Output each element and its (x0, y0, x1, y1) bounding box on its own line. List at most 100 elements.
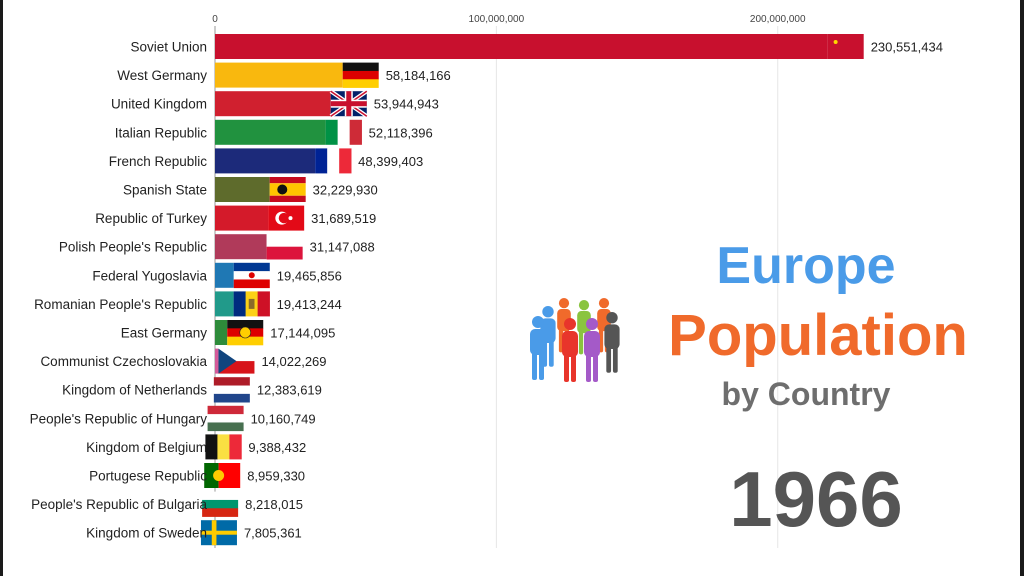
chart-title-block: Europe Population by Country 1966 (620, 230, 1000, 543)
bar-row (215, 177, 306, 202)
labels: Soviet Union 230,551,434 West Germany 58,18… (30, 40, 943, 541)
bar-row (202, 491, 239, 517)
category-label: People's Republic of Bulgaria (31, 497, 207, 512)
bar-row (215, 62, 379, 88)
flag-icon (342, 62, 379, 88)
value-label: 14,022,269 (261, 354, 326, 369)
flag-icon (315, 148, 352, 174)
value-label: 7,805,361 (244, 526, 302, 541)
person-figure (562, 318, 578, 382)
category-label: Polish People's Republic (59, 240, 207, 255)
bar-row (215, 148, 352, 174)
bar (215, 291, 234, 317)
category-label: West Germany (117, 68, 207, 83)
flag-icon (200, 520, 237, 546)
bar-row (204, 463, 241, 488)
bar-row (207, 405, 244, 432)
category-label: Kingdom of Netherlands (62, 383, 207, 398)
value-label: 10,160,749 (251, 411, 316, 426)
value-label: 17,144,095 (270, 326, 335, 341)
bar (215, 177, 270, 202)
value-label: 230,551,434 (871, 40, 943, 55)
flag-icon (227, 320, 264, 346)
flag-icon (213, 377, 250, 403)
bar-row (215, 234, 303, 260)
category-label: Kingdom of Belgium (86, 440, 207, 455)
bar-row (215, 291, 270, 317)
x-tick-label: 100,000,000 (469, 14, 525, 25)
category-label: United Kingdom (111, 97, 207, 112)
flag-icon (207, 405, 244, 432)
title-population: Population (668, 303, 968, 368)
value-label: 31,147,088 (310, 240, 375, 255)
value-label: 32,229,930 (313, 183, 378, 198)
category-label: People's Republic of Hungary (30, 411, 208, 426)
bar-row (215, 320, 264, 346)
title-europe: Europe (716, 237, 896, 295)
bar-row (215, 119, 362, 145)
bar-row (215, 205, 305, 231)
category-label: East Germany (121, 326, 208, 341)
category-label: Soviet Union (130, 40, 207, 55)
value-label: 48,399,403 (358, 154, 423, 169)
bar-row (205, 434, 242, 460)
bar (215, 119, 326, 145)
value-label: 19,413,244 (277, 297, 342, 312)
bar (215, 348, 219, 374)
value-label: 9,388,432 (248, 440, 306, 455)
bar-row (215, 348, 255, 374)
value-label: 58,184,166 (386, 68, 451, 83)
bar (215, 62, 343, 88)
flag-icon (205, 434, 242, 460)
bar (215, 205, 269, 231)
bar (215, 34, 828, 59)
value-label: 8,218,015 (245, 497, 303, 512)
bar-row (200, 520, 237, 546)
person-figure (530, 316, 546, 380)
category-label: Republic of Turkey (95, 211, 207, 226)
bar-row (215, 262, 270, 289)
value-label: 53,944,943 (374, 97, 439, 112)
flag-icon (325, 119, 362, 145)
bar (215, 91, 331, 117)
category-label: Spanish State (123, 183, 207, 198)
flag-icon (266, 234, 303, 260)
flag-icon (202, 491, 239, 517)
flag-icon (233, 291, 270, 317)
group-of-people-icon (530, 298, 620, 382)
flag-icon (269, 177, 306, 202)
year-label: 1966 (729, 455, 903, 543)
bar-row (215, 89, 368, 118)
value-label: 12,383,619 (257, 383, 322, 398)
value-label: 31,689,519 (311, 211, 376, 226)
flag-icon (233, 262, 270, 289)
category-label: Romanian People's Republic (34, 297, 207, 312)
bar-row (213, 377, 250, 403)
x-axis-ticks: 0 100,000,000 200,000,000 (212, 14, 806, 25)
person-figure (604, 312, 620, 373)
right-frame-edge (1020, 0, 1024, 576)
bars (200, 34, 864, 546)
x-tick-label: 200,000,000 (750, 14, 806, 25)
category-label: Kingdom of Sweden (86, 526, 207, 541)
category-label: Communist Czechoslovakia (40, 354, 207, 369)
flag-icon (827, 34, 864, 59)
category-label: Federal Yugoslavia (92, 268, 207, 283)
value-label: 19,465,856 (277, 268, 342, 283)
left-frame-edge (0, 0, 3, 576)
flag-icon (204, 463, 241, 488)
bar (215, 320, 228, 345)
bar (215, 262, 234, 288)
person-figure (584, 318, 600, 382)
flag-icon (268, 205, 305, 231)
bar (215, 148, 316, 174)
value-label: 52,118,396 (369, 125, 433, 140)
category-label: French Republic (109, 154, 208, 169)
bar (215, 234, 267, 260)
category-label: Portugese Republic (89, 469, 207, 484)
flag-icon (329, 89, 368, 118)
bar-row (215, 34, 864, 59)
title-by-country: by Country (721, 376, 891, 412)
value-label: 8,959,330 (247, 469, 305, 484)
